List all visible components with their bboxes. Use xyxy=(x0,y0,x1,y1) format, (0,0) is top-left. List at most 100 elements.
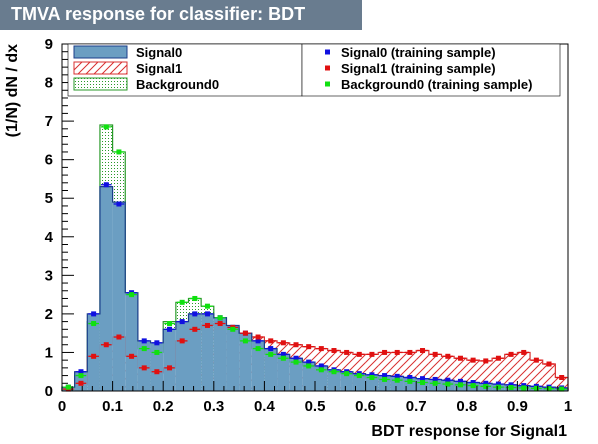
signal1-bar-35 xyxy=(504,354,518,391)
signal1-training-marker-39 xyxy=(559,375,565,381)
legend-label-background0: Background0 xyxy=(136,77,219,92)
signal0-training-marker-17 xyxy=(280,351,286,357)
signal1-training-marker-10 xyxy=(192,326,198,332)
x-tick-label: 0.1 xyxy=(102,398,123,415)
background0-training-marker-8 xyxy=(167,321,173,327)
legend-label-training-0: Signal0 (training sample) xyxy=(341,45,496,60)
signal1-training-marker-21 xyxy=(331,348,337,354)
background0-training-marker-30 xyxy=(445,381,451,387)
x-axis-label: BDT response for Signal1 xyxy=(371,423,567,440)
x-tick-label: 0.9 xyxy=(507,398,528,415)
signal0-training-marker-19 xyxy=(306,359,312,365)
signal1-training-marker-5 xyxy=(129,353,135,359)
signal1-training-marker-2 xyxy=(91,353,97,359)
signal1-training-marker-28 xyxy=(420,348,426,354)
signal0-bar-23 xyxy=(352,373,366,391)
background0-training-marker-33 xyxy=(483,383,489,389)
signal0-training-marker-27 xyxy=(407,375,413,381)
x-tick-label: 0.5 xyxy=(305,398,326,415)
signal0-training-marker-1 xyxy=(78,369,84,375)
x-tick-label: 0.8 xyxy=(456,398,477,415)
signal1-training-marker-30 xyxy=(445,353,451,359)
background0-training-marker-14 xyxy=(242,338,248,344)
background0-training-marker-15 xyxy=(255,346,261,352)
signal1-training-marker-17 xyxy=(280,340,286,346)
signal1-training-marker-34 xyxy=(495,355,501,361)
signal0-training-marker-16 xyxy=(268,346,274,352)
background0-training-marker-17 xyxy=(280,355,286,361)
signal0-bar-14 xyxy=(239,333,252,391)
signal0-training-marker-11 xyxy=(204,311,210,317)
signal0-bar-8 xyxy=(163,329,176,391)
background0-training-marker-13 xyxy=(230,326,236,332)
signal0-training-marker-29 xyxy=(432,376,438,382)
legend-swatch-signal0 xyxy=(73,45,128,59)
signal1-training-marker-31 xyxy=(457,355,463,361)
background0-training-marker-35 xyxy=(508,385,514,391)
signal0-bar-16 xyxy=(264,348,278,391)
signal1-training-marker-6 xyxy=(141,365,147,371)
signal0-bar-13 xyxy=(226,325,240,391)
signal1-training-marker-33 xyxy=(483,358,489,364)
signal0-bar-19 xyxy=(302,362,315,391)
signal0-training-marker-25 xyxy=(382,373,388,379)
signal1-training-marker-38 xyxy=(546,361,552,367)
signal0-bar-3 xyxy=(99,186,113,391)
y-tick-label: 4 xyxy=(45,229,54,246)
background0-training-marker-16 xyxy=(268,351,274,357)
signal0-bar-22 xyxy=(340,371,353,391)
signal0-bar-11 xyxy=(201,313,214,391)
signal0-training-marker-28 xyxy=(420,376,426,382)
x-tick-label: 0.3 xyxy=(203,398,224,415)
legend-swatch-background0 xyxy=(73,77,128,91)
signal0-bar-5 xyxy=(125,292,138,391)
signal0-bar-20 xyxy=(315,365,328,391)
signal0-training-marker-32 xyxy=(470,380,476,386)
signal0-training-marker-35 xyxy=(508,382,514,388)
background0-training-marker-20 xyxy=(318,367,324,373)
signal0-training-marker-4 xyxy=(116,201,122,207)
signal0-training-marker-2 xyxy=(91,311,97,317)
y-tick-label: 2 xyxy=(45,306,53,323)
background0-training-marker-0 xyxy=(65,384,71,390)
signal0-bar-15 xyxy=(251,340,265,391)
y-tick-label: 1 xyxy=(45,344,53,361)
background0-training-marker-11 xyxy=(204,303,210,309)
background0-training-marker-10 xyxy=(192,295,198,301)
histogram-layer xyxy=(61,124,569,391)
signal1-training-marker-35 xyxy=(508,351,514,357)
signal0-bar-9 xyxy=(175,321,189,391)
legend-marker-training-2 xyxy=(325,81,330,87)
x-tick-label: 1 xyxy=(564,398,572,415)
background0-training-marker-25 xyxy=(382,376,388,382)
legend-marker-training-0 xyxy=(325,49,330,55)
legend-label-signal1: Signal1 xyxy=(136,61,182,76)
legend-box-right xyxy=(301,43,561,97)
signal1-training-marker-18 xyxy=(293,342,299,348)
x-tick-label: 0.2 xyxy=(153,398,174,415)
signal0-bar-17 xyxy=(277,354,290,391)
signal0-bar-7 xyxy=(150,342,164,391)
signal1-training-marker-26 xyxy=(394,349,400,355)
signal0-bar-10 xyxy=(188,313,202,391)
signal0-training-marker-18 xyxy=(293,355,299,361)
background0-training-marker-9 xyxy=(179,299,185,305)
signal1-bar-37 xyxy=(530,360,543,391)
signal1-training-marker-29 xyxy=(432,351,438,357)
background0-training-marker-27 xyxy=(407,378,413,384)
signal1-training-marker-4 xyxy=(116,334,122,340)
y-tick-label: 3 xyxy=(45,267,53,284)
signal1-bar-36 xyxy=(517,352,531,391)
background0-training-marker-23 xyxy=(356,373,362,379)
background0-training-marker-4 xyxy=(116,149,122,155)
legend-marker-training-1 xyxy=(325,65,330,71)
signal1-training-marker-15 xyxy=(255,334,261,340)
background0-training-marker-3 xyxy=(103,124,109,130)
background0-training-marker-2 xyxy=(91,321,97,327)
background0-training-marker-32 xyxy=(470,383,476,389)
x-tick-label: 0.4 xyxy=(254,398,276,415)
background0-training-marker-21 xyxy=(331,369,337,375)
background0-training-marker-31 xyxy=(457,382,463,388)
